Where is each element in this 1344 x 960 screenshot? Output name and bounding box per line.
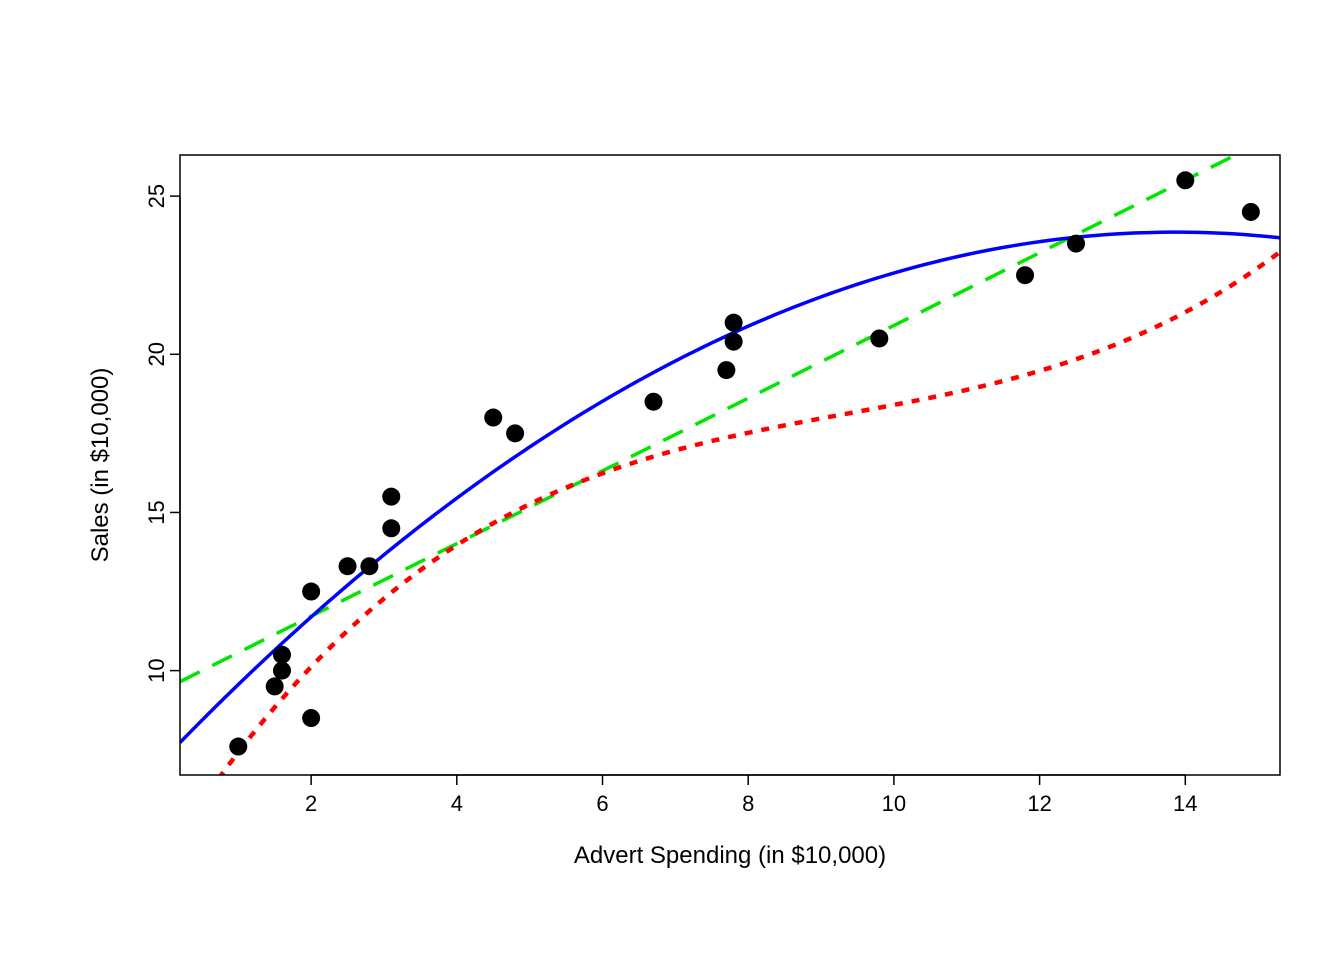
x-tick-label: 2 (305, 791, 317, 816)
data-point (360, 557, 378, 575)
data-point (717, 361, 735, 379)
y-tick-label: 25 (144, 184, 169, 208)
data-point (506, 424, 524, 442)
data-point (1067, 235, 1085, 253)
data-point (1176, 171, 1194, 189)
data-point (1016, 266, 1034, 284)
data-point (645, 393, 663, 411)
data-point (382, 519, 400, 537)
y-tick-label: 20 (144, 342, 169, 366)
data-point (382, 488, 400, 506)
data-point (273, 662, 291, 680)
x-tick-label: 4 (451, 791, 463, 816)
data-point (725, 314, 743, 332)
x-tick-label: 14 (1173, 791, 1197, 816)
scatter-chart: 2 4 6 8 10 12 14 10 15 20 25 Advert Spending (in $1… (0, 0, 1344, 960)
x-tick-label: 10 (882, 791, 906, 816)
x-axis-label: Advert Spending (in $10,000) (574, 842, 886, 869)
data-point (484, 409, 502, 427)
data-point (229, 738, 247, 756)
y-tick-label: 15 (144, 500, 169, 524)
y-tick-label: 10 (144, 658, 169, 682)
data-point (870, 329, 888, 347)
data-point (266, 677, 284, 695)
y-axis-label: Sales (in $10,000) (87, 368, 114, 563)
data-point (273, 646, 291, 664)
x-tick-label: 12 (1027, 791, 1051, 816)
x-tick-label: 6 (596, 791, 608, 816)
data-point (1242, 203, 1260, 221)
data-point (339, 557, 357, 575)
data-point (302, 709, 320, 727)
data-point (302, 583, 320, 601)
data-point (725, 333, 743, 351)
x-tick-label: 8 (742, 791, 754, 816)
